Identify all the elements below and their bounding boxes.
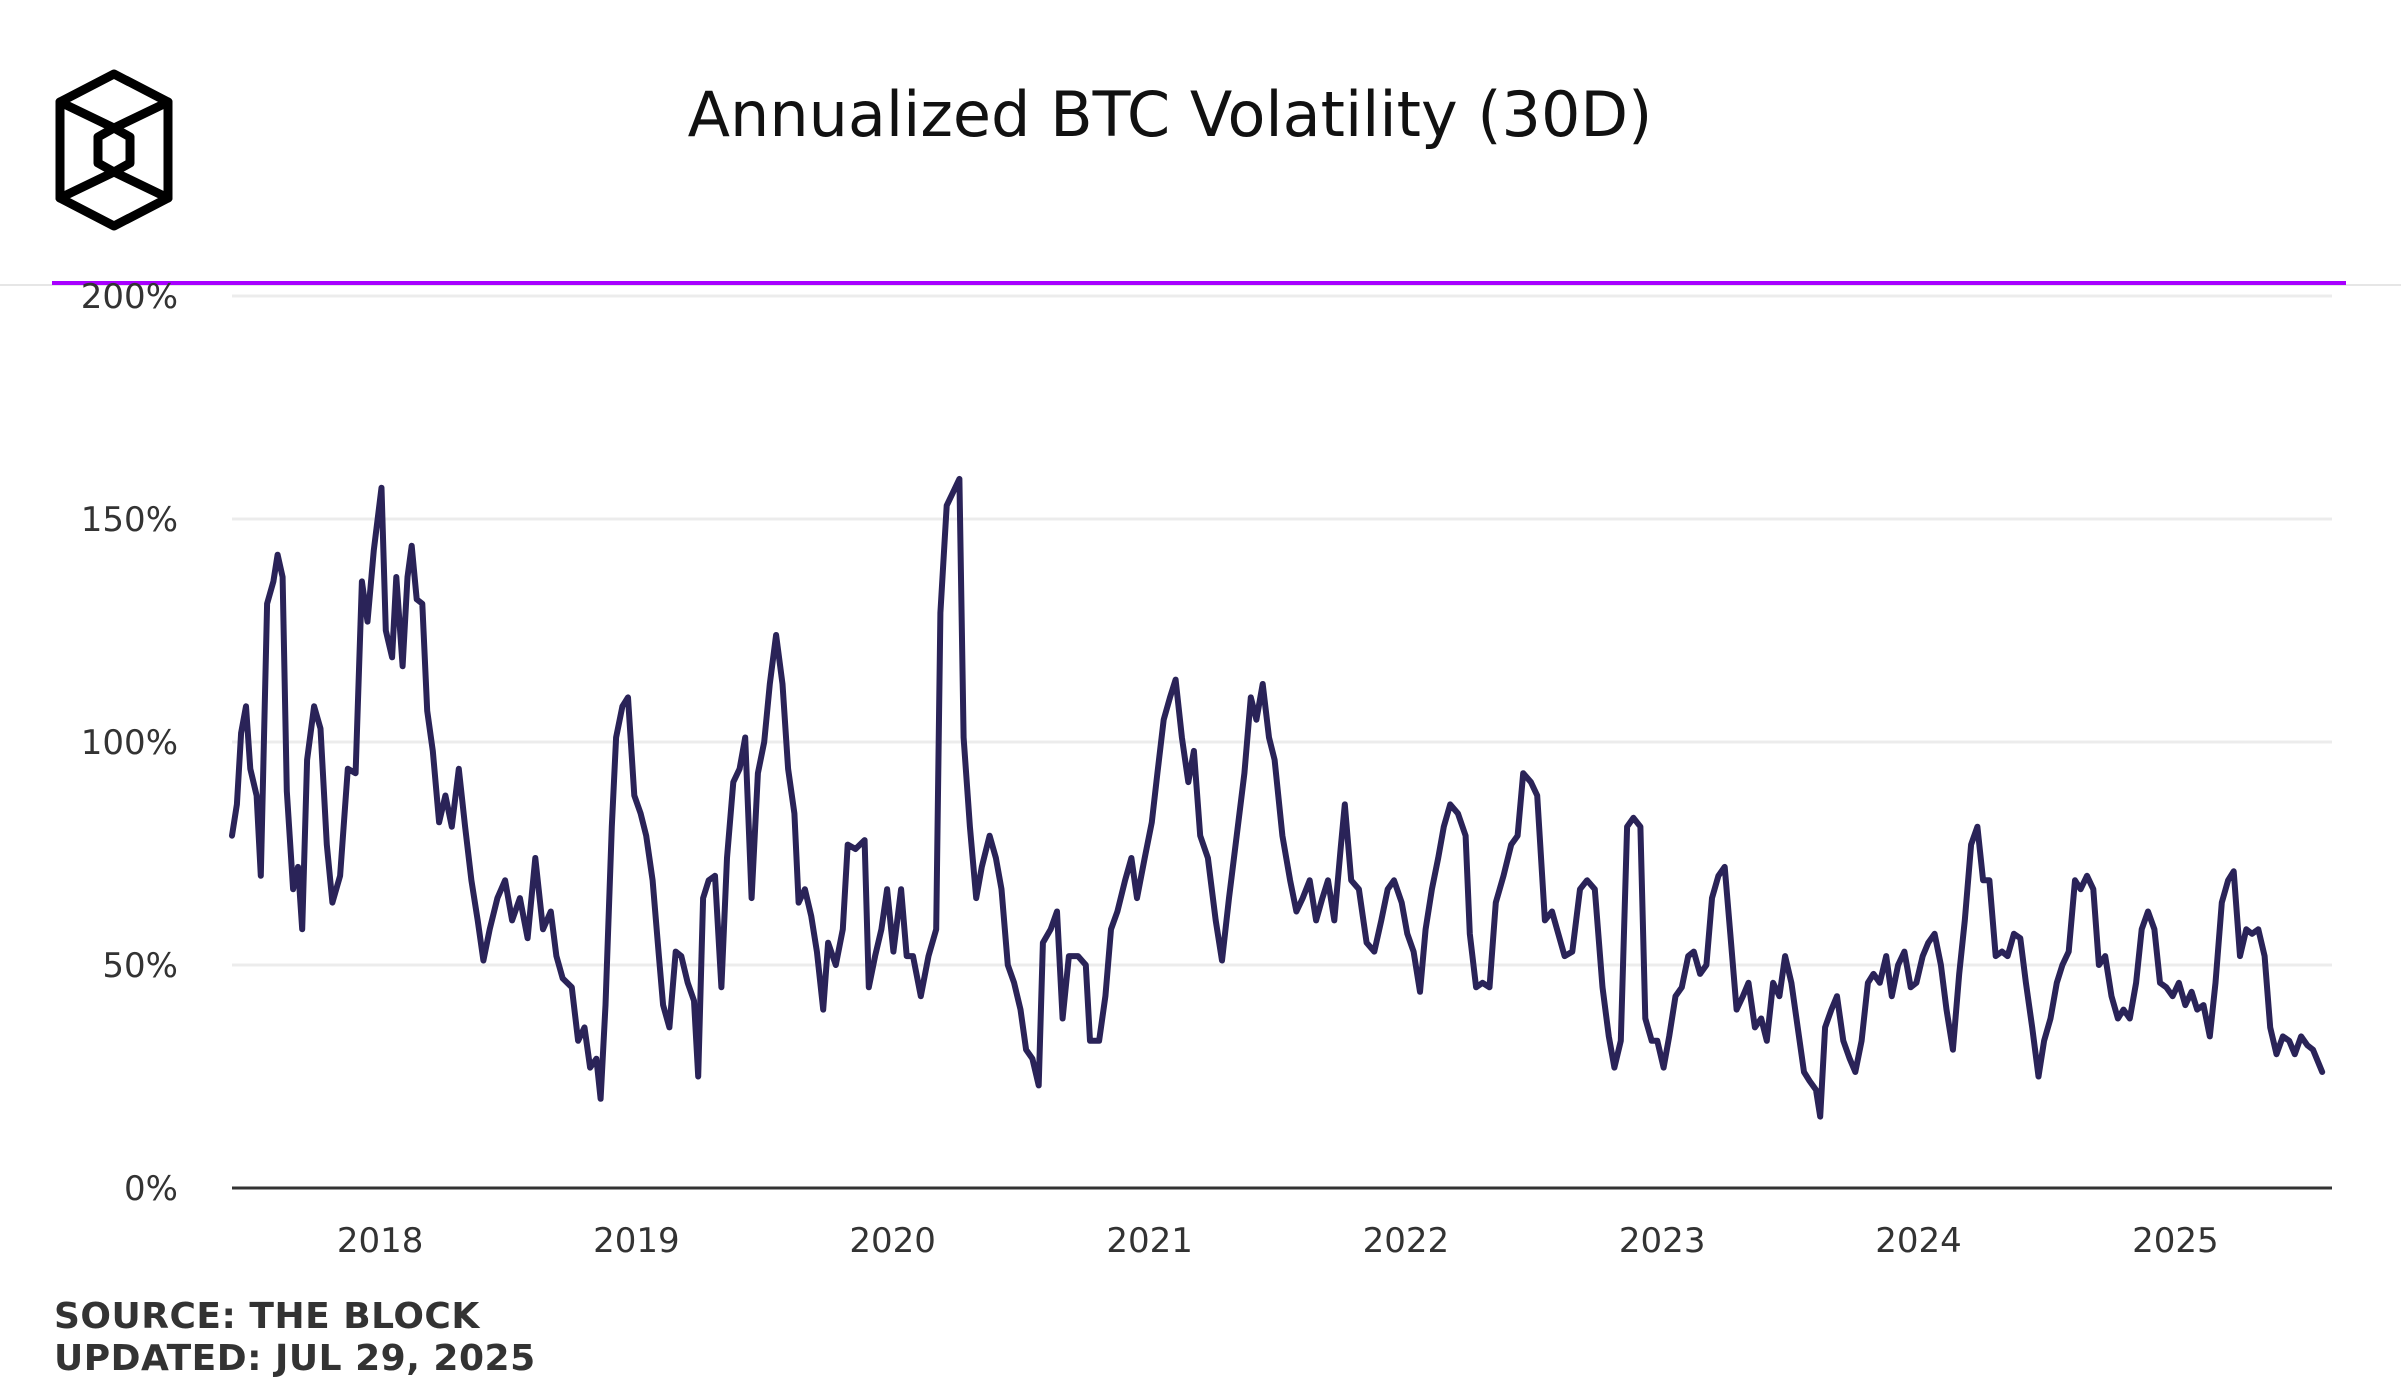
x-tick-label: 2019 [593, 1221, 680, 1261]
x-tick-label: 2024 [1875, 1221, 1962, 1261]
x-tick-label: 2023 [1619, 1221, 1706, 1261]
x-tick-label: 2020 [849, 1221, 936, 1261]
y-tick-label: 200% [81, 277, 178, 317]
x-tick-label: 2021 [1106, 1221, 1193, 1261]
x-tick-label: 2018 [337, 1221, 424, 1261]
x-tick-label: 2025 [2132, 1221, 2219, 1261]
updated-label: UPDATED: JUL 29, 2025 [54, 1338, 536, 1379]
source-label: SOURCE: THE BLOCK [54, 1296, 480, 1337]
y-tick-label: 100% [81, 723, 178, 763]
chart-title: Annualized BTC Volatility (30D) [687, 78, 1653, 151]
x-tick-label: 2022 [1363, 1221, 1450, 1261]
y-tick-label: 150% [81, 500, 178, 540]
y-tick-label: 50% [102, 946, 178, 986]
header-divider [0, 284, 2401, 286]
accent-divider [52, 281, 2346, 285]
y-tick-label: 0% [124, 1169, 178, 1209]
volatility-series-line [229, 475, 2326, 1120]
the-block-logo [55, 69, 173, 231]
